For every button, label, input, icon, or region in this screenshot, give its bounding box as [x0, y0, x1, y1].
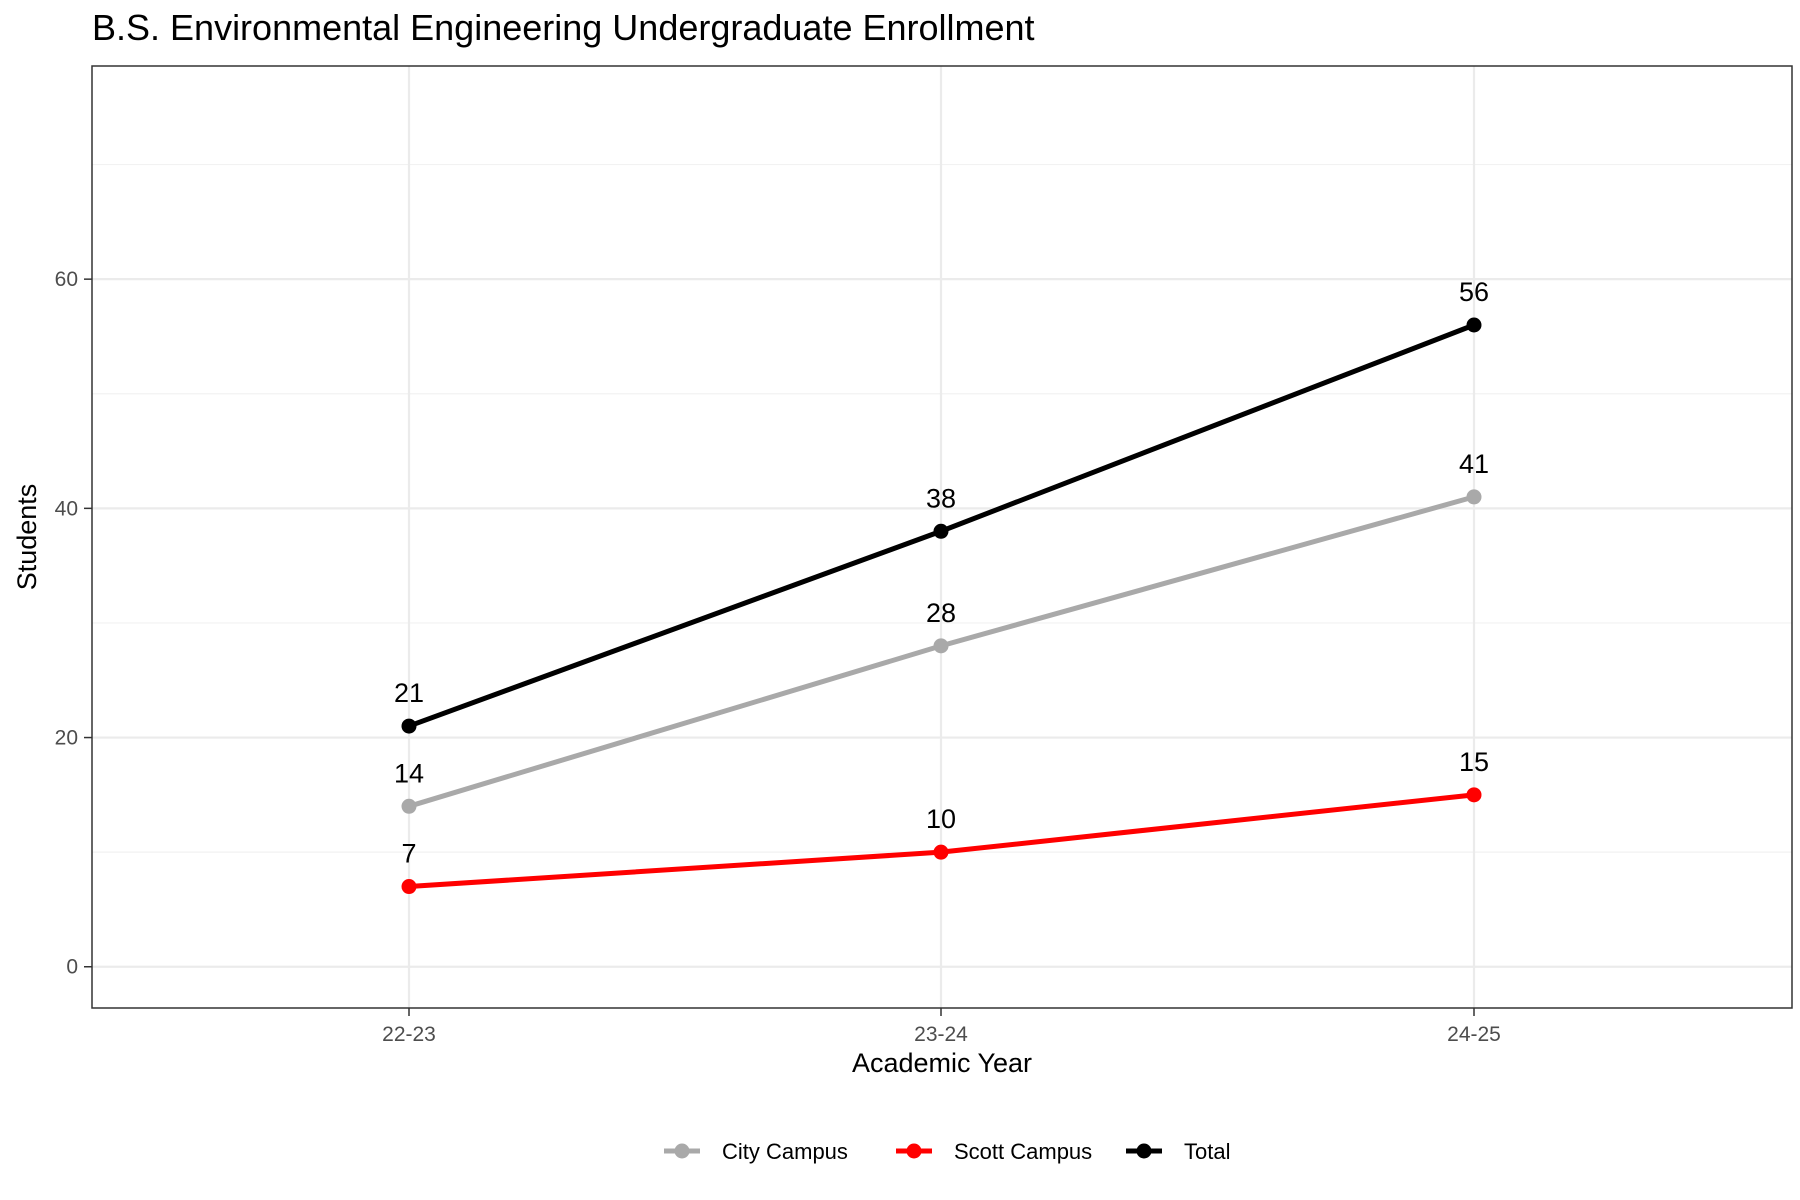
- data-labels: 14 28 41 7 10 15 21 38 56: [394, 277, 1489, 869]
- data-label-city-campus: 14: [394, 758, 424, 788]
- x-axis-title: Academic Year: [852, 1048, 1032, 1078]
- data-label-scott-campus: 7: [401, 839, 416, 869]
- axes: 0 20 40 60 22-23 23-24 24-25: [55, 268, 1501, 1046]
- data-point-scott-campus: [1466, 787, 1482, 803]
- data-point-total: [1466, 317, 1482, 333]
- legend-key-point-scott-campus: [906, 1143, 922, 1159]
- legend-key-point-city-campus: [674, 1143, 690, 1159]
- y-tick-label: 60: [55, 268, 78, 291]
- legend: City Campus Scott Campus Total: [664, 1139, 1230, 1164]
- x-tick-label: 22-23: [382, 1023, 436, 1046]
- legend-key-point-total: [1136, 1143, 1152, 1159]
- series-layer: [401, 317, 1482, 895]
- chart-title: B.S. Environmental Engineering Undergrad…: [92, 7, 1035, 48]
- y-axis-title: Students: [12, 484, 42, 591]
- data-point-total: [933, 523, 949, 539]
- data-point-city-campus: [401, 798, 417, 814]
- data-point-scott-campus: [933, 844, 949, 860]
- legend-label-city-campus: City Campus: [722, 1139, 848, 1164]
- data-label-total: 56: [1459, 277, 1489, 307]
- data-point-city-campus: [933, 638, 949, 654]
- data-label-total: 21: [394, 678, 424, 708]
- data-label-city-campus: 28: [926, 598, 956, 628]
- plot-border: [91, 65, 1793, 1009]
- legend-label-scott-campus: Scott Campus: [954, 1139, 1092, 1164]
- y-tick-label: 0: [66, 956, 78, 979]
- data-label-city-campus: 41: [1459, 449, 1489, 479]
- y-tick-label: 40: [55, 497, 78, 520]
- x-tick-label: 23-24: [914, 1023, 968, 1046]
- data-point-scott-campus: [401, 879, 417, 895]
- x-tick-label: 24-25: [1447, 1023, 1501, 1046]
- data-point-city-campus: [1466, 489, 1482, 505]
- legend-label-total: Total: [1184, 1139, 1230, 1164]
- data-label-scott-campus: 10: [926, 804, 956, 834]
- data-label-total: 38: [926, 483, 956, 513]
- data-point-total: [401, 718, 417, 734]
- y-tick-label: 20: [55, 727, 78, 750]
- data-label-scott-campus: 15: [1459, 747, 1489, 777]
